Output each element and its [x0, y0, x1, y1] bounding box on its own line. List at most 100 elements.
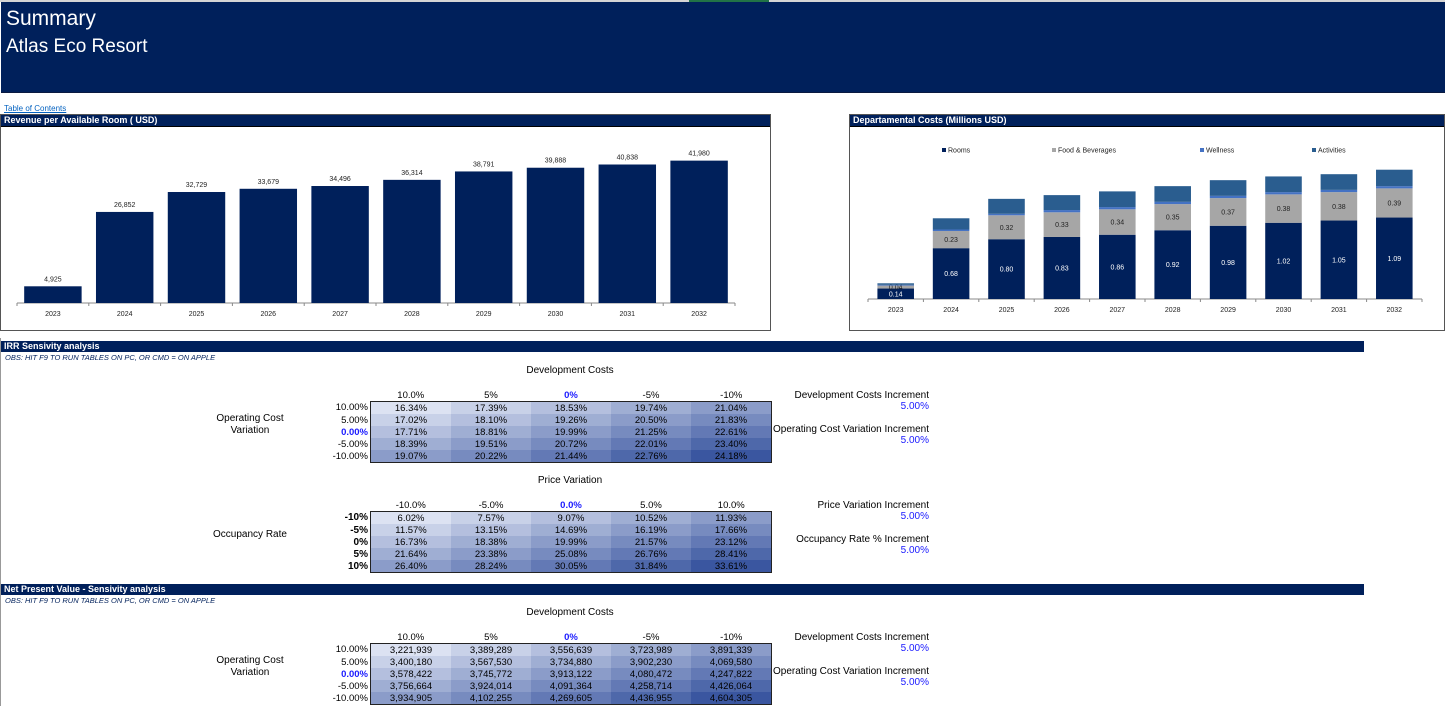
increment-value[interactable]: 5.00%: [900, 401, 929, 412]
dept-year-label: 2024: [943, 307, 959, 314]
table-cell[interactable]: 20.72%: [531, 438, 611, 450]
selected-column-indicator: [689, 0, 769, 2]
table-cell[interactable]: 19.74%: [611, 401, 691, 414]
revpar-data-label: 40,838: [617, 155, 639, 162]
table-cell[interactable]: 13.15%: [451, 524, 531, 536]
table-of-contents-link[interactable]: Table of Contents: [4, 104, 67, 113]
table-cell[interactable]: 17.71%: [370, 426, 451, 438]
row-header: -10.00%: [332, 692, 368, 704]
table-cell[interactable]: 4,069,580: [691, 656, 772, 668]
table-cell[interactable]: 3,567,530: [451, 656, 531, 668]
table-cell[interactable]: 20.50%: [611, 414, 691, 426]
table-cell[interactable]: 19.07%: [370, 450, 451, 463]
table-cell[interactable]: 23.40%: [691, 438, 772, 450]
row-header: 5.00%: [341, 414, 368, 426]
table-cell[interactable]: 3,578,422: [370, 668, 451, 680]
table-cell[interactable]: 25.08%: [531, 548, 611, 560]
table-cell[interactable]: 17.39%: [451, 401, 531, 414]
table-cell[interactable]: 6.02%: [370, 511, 451, 524]
table-cell[interactable]: 26.40%: [370, 560, 451, 573]
table-cell[interactable]: 21.04%: [691, 401, 772, 414]
table-cell[interactable]: 21.25%: [611, 426, 691, 438]
table-cell[interactable]: 26.76%: [611, 548, 691, 560]
dept-bar-segment: [1376, 217, 1413, 299]
increment-value[interactable]: 5.00%: [900, 511, 929, 522]
table-cell[interactable]: 17.02%: [370, 414, 451, 426]
table-cell[interactable]: 23.38%: [451, 548, 531, 560]
table-cell[interactable]: 16.34%: [370, 401, 451, 414]
increment-value[interactable]: 5.00%: [900, 435, 929, 446]
table-cell[interactable]: 9.07%: [531, 511, 611, 524]
table-cell[interactable]: 3,221,939: [370, 643, 451, 656]
table-cell[interactable]: 21.57%: [611, 536, 691, 548]
increment-value[interactable]: 5.00%: [900, 677, 929, 688]
table-cell[interactable]: 3,756,664: [370, 680, 451, 692]
table-cell[interactable]: 20.22%: [451, 450, 531, 463]
table-cell[interactable]: 18.53%: [531, 401, 611, 414]
table-cell[interactable]: 3,556,639: [531, 643, 611, 656]
table-cell[interactable]: 11.57%: [370, 524, 451, 536]
table-cell[interactable]: 3,924,014: [451, 680, 531, 692]
table-cell[interactable]: 21.83%: [691, 414, 772, 426]
npv-section-header: Net Present Value - Sensivity analysis: [1, 584, 1364, 595]
table-cell[interactable]: 4,269,605: [531, 692, 611, 705]
table-cell[interactable]: 3,891,339: [691, 643, 772, 656]
table-cell[interactable]: 30.05%: [531, 560, 611, 573]
table-cell[interactable]: 22.76%: [611, 450, 691, 463]
dept-bar-segment: [1320, 192, 1358, 221]
dept-year-label: 2028: [1165, 307, 1181, 314]
table-cell[interactable]: 33.61%: [691, 560, 772, 573]
revpar-chart-panel[interactable]: Revenue per Available Room ( USD) 4,925 2…: [0, 114, 771, 331]
table-cell[interactable]: 3,902,230: [611, 656, 691, 668]
table-cell[interactable]: 3,400,180: [370, 656, 451, 668]
legend-label: Wellness: [1206, 148, 1235, 155]
table-cell[interactable]: 4,091,364: [531, 680, 611, 692]
table-cell[interactable]: 18.81%: [451, 426, 531, 438]
table-cell[interactable]: 28.41%: [691, 548, 772, 560]
table-cell[interactable]: 22.61%: [691, 426, 772, 438]
table-cell[interactable]: 4,258,714: [611, 680, 691, 692]
table-cell[interactable]: 31.84%: [611, 560, 691, 573]
table-cell[interactable]: 21.64%: [370, 548, 451, 560]
table-cell[interactable]: 24.18%: [691, 450, 772, 463]
table-cell[interactable]: 19.99%: [531, 536, 611, 548]
table-cell[interactable]: 14.69%: [531, 524, 611, 536]
table-cell[interactable]: 3,913,122: [531, 668, 611, 680]
dept-data-label: 0.33: [1055, 222, 1069, 229]
table-cell[interactable]: 3,745,772: [451, 668, 531, 680]
dept-data-label: 0.98: [1221, 260, 1235, 267]
table-cell[interactable]: 4,436,955: [611, 692, 691, 705]
increment-item: Development Costs Increment 5.00%: [729, 390, 929, 412]
table-cell[interactable]: 18.39%: [370, 438, 451, 450]
table-cell[interactable]: 16.73%: [370, 536, 451, 548]
table-cell[interactable]: 4,247,822: [691, 668, 772, 680]
table-cell[interactable]: 3,389,289: [451, 643, 531, 656]
table-cell[interactable]: 28.24%: [451, 560, 531, 573]
table-cell[interactable]: 23.12%: [691, 536, 772, 548]
table-cell[interactable]: 11.93%: [691, 511, 772, 524]
table-cell[interactable]: 4,102,255: [451, 692, 531, 705]
table-cell[interactable]: 3,934,905: [370, 692, 451, 705]
table-cell[interactable]: 21.44%: [531, 450, 611, 463]
table-cell[interactable]: 18.10%: [451, 414, 531, 426]
dept-bar-segment: [1376, 186, 1413, 189]
table-cell[interactable]: 4,604,305: [691, 692, 772, 705]
table-cell[interactable]: 3,734,880: [531, 656, 611, 668]
table-cell[interactable]: 22.01%: [611, 438, 691, 450]
table-cell[interactable]: 7.57%: [451, 511, 531, 524]
increment-value[interactable]: 5.00%: [900, 643, 929, 654]
departmental-costs-chart-panel[interactable]: Departamental Costs (Millions USD) Rooms…: [849, 114, 1445, 331]
table-cell[interactable]: 19.99%: [531, 426, 611, 438]
increment-value[interactable]: 5.00%: [900, 545, 929, 556]
table-cell[interactable]: 17.66%: [691, 524, 772, 536]
table-cell[interactable]: 10.52%: [611, 511, 691, 524]
table-cell[interactable]: 19.26%: [531, 414, 611, 426]
table-cell[interactable]: 4,080,472: [611, 668, 691, 680]
table-cell[interactable]: 3,723,989: [611, 643, 691, 656]
table-cell[interactable]: 18.38%: [451, 536, 531, 548]
table-cell[interactable]: 4,426,064: [691, 680, 772, 692]
column-header: 5%: [484, 389, 498, 401]
dept-bar-segment: [1154, 230, 1191, 299]
table-cell[interactable]: 16.19%: [611, 524, 691, 536]
table-cell[interactable]: 19.51%: [451, 438, 531, 450]
